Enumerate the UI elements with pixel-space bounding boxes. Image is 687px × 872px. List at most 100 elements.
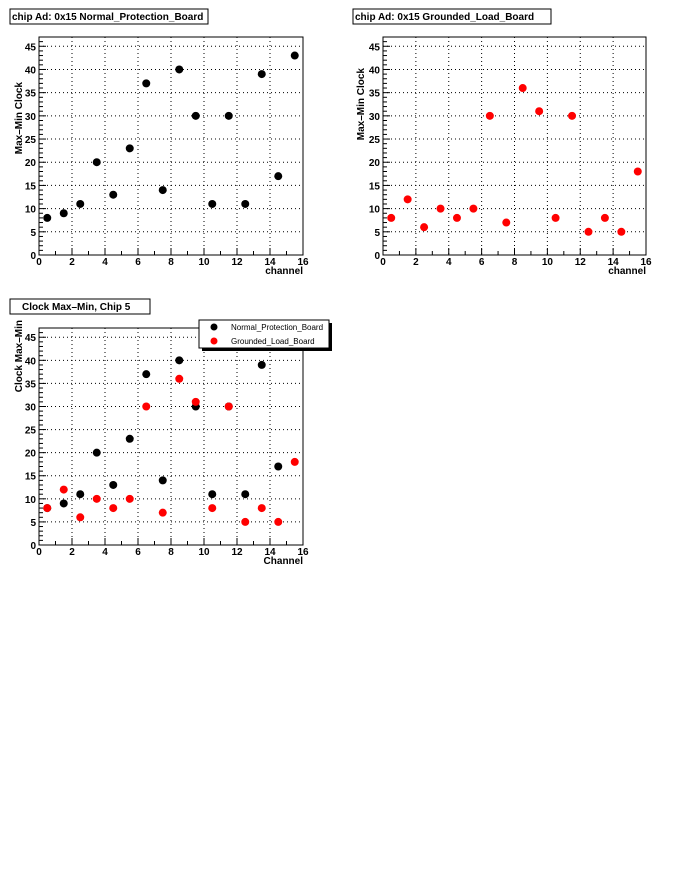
data-point-red <box>387 213 396 222</box>
x-tick-label: 8 <box>168 257 174 268</box>
x-tick-label: 10 <box>542 257 554 268</box>
x-tick-label: 6 <box>135 547 141 558</box>
data-point-black <box>208 490 217 499</box>
legend-marker <box>210 323 218 331</box>
x-tick-label: 4 <box>102 257 108 268</box>
data-point-red <box>290 457 299 466</box>
data-point-black <box>257 70 266 79</box>
data-point-red <box>436 204 445 213</box>
data-point-black <box>109 190 118 199</box>
data-point-black <box>142 79 151 88</box>
data-point-black <box>142 370 151 379</box>
x-tick-label: 10 <box>198 257 210 268</box>
data-point-black <box>175 65 184 74</box>
x-tick-label: 4 <box>446 257 452 268</box>
y-tick-label: 45 <box>25 333 37 344</box>
data-point-red <box>584 227 593 236</box>
x-tick-label: 14 <box>264 547 276 558</box>
data-point-black <box>241 199 250 208</box>
data-point-black <box>175 356 184 365</box>
y-axis-label: Max–Min Clock <box>356 68 367 141</box>
y-tick-label: 10 <box>25 205 37 216</box>
x-tick-label: 12 <box>231 257 243 268</box>
x-tick-label: 8 <box>512 257 518 268</box>
y-tick-label: 15 <box>25 181 37 192</box>
data-point-red <box>109 504 118 513</box>
data-point-black <box>43 213 52 222</box>
y-tick-label: 5 <box>30 228 36 239</box>
data-point-red <box>485 111 494 120</box>
data-point-black <box>109 480 118 489</box>
y-tick-label: 0 <box>374 251 380 262</box>
data-point-black <box>92 158 101 167</box>
data-point-red <box>224 402 233 411</box>
y-tick-label: 5 <box>374 228 380 239</box>
y-tick-label: 30 <box>25 402 37 413</box>
data-point-black <box>76 199 85 208</box>
y-tick-label: 40 <box>25 356 37 367</box>
x-tick-label: 14 <box>608 257 620 268</box>
x-tick-label: 0 <box>36 547 42 558</box>
y-tick-label: 40 <box>369 65 381 76</box>
data-point-red <box>502 218 511 227</box>
pad-normal-protection-board: chip Ad: 0x15 Normal_Protection_Board 0 2 4… <box>9 8 309 277</box>
data-point-black <box>274 462 283 471</box>
y-tick-label: 30 <box>369 112 381 123</box>
data-point-black <box>125 144 134 153</box>
x-tick-label: 12 <box>231 547 243 558</box>
x-tick-label: 6 <box>135 257 141 268</box>
data-point-red <box>208 504 217 513</box>
y-tick-label: 20 <box>369 158 381 169</box>
data-point-black <box>59 499 68 508</box>
data-point-red <box>158 508 167 517</box>
x-axis-label: Channel <box>264 556 304 567</box>
data-point-black <box>241 490 250 499</box>
data-point-red <box>92 494 101 503</box>
data-point-red <box>191 397 200 406</box>
legend-entry: Grounded_Load_Board <box>231 337 315 346</box>
data-point-red <box>175 374 184 383</box>
x-tick-label: 4 <box>102 547 108 558</box>
data-point-red <box>420 223 429 232</box>
x-tick-label: 2 <box>413 257 419 268</box>
data-point-red <box>452 213 461 222</box>
y-tick-label: 25 <box>25 426 37 437</box>
y-tick-label: 35 <box>369 89 381 100</box>
y-axis-label: Max–Min Clock <box>14 82 25 155</box>
y-tick-label: 25 <box>369 135 381 146</box>
data-point-black <box>208 199 217 208</box>
data-point-black <box>125 434 134 443</box>
x-tick-label: 2 <box>69 547 75 558</box>
data-point-black <box>191 111 200 120</box>
x-tick-label: 16 <box>297 257 309 268</box>
x-tick-label: 2 <box>69 257 75 268</box>
x-axis-label: channel <box>608 266 646 277</box>
data-point-red <box>600 213 609 222</box>
x-tick-label: 12 <box>575 257 587 268</box>
x-tick-label: 6 <box>479 257 485 268</box>
data-point-red <box>43 504 52 513</box>
y-tick-label: 40 <box>25 65 37 76</box>
y-tick-label: 20 <box>25 158 37 169</box>
data-point-red <box>551 213 560 222</box>
data-point-black <box>158 186 167 195</box>
y-axis-label: Clock Max–Min <box>14 320 25 392</box>
x-tick-label: 14 <box>264 257 276 268</box>
y-tick-label: 35 <box>25 89 37 100</box>
y-tick-label: 5 <box>30 518 36 529</box>
x-tick-label: 16 <box>297 547 309 558</box>
y-tick-label: 15 <box>369 181 381 192</box>
x-tick-label: 8 <box>168 547 174 558</box>
y-tick-label: 30 <box>25 112 37 123</box>
data-point-red <box>535 107 544 116</box>
data-point-black <box>224 111 233 120</box>
data-point-red <box>403 195 412 204</box>
data-point-red <box>142 402 151 411</box>
x-tick-label: 10 <box>198 547 210 558</box>
data-point-red <box>274 517 283 526</box>
data-point-red <box>59 485 68 494</box>
data-point-red <box>257 504 266 513</box>
y-tick-label: 15 <box>25 472 37 483</box>
pad-combined-clock-max-min: Clock Max–Min, Chip 5 0 2 4 6 8 10 12 14 16 0 5 10 15… <box>9 298 332 567</box>
